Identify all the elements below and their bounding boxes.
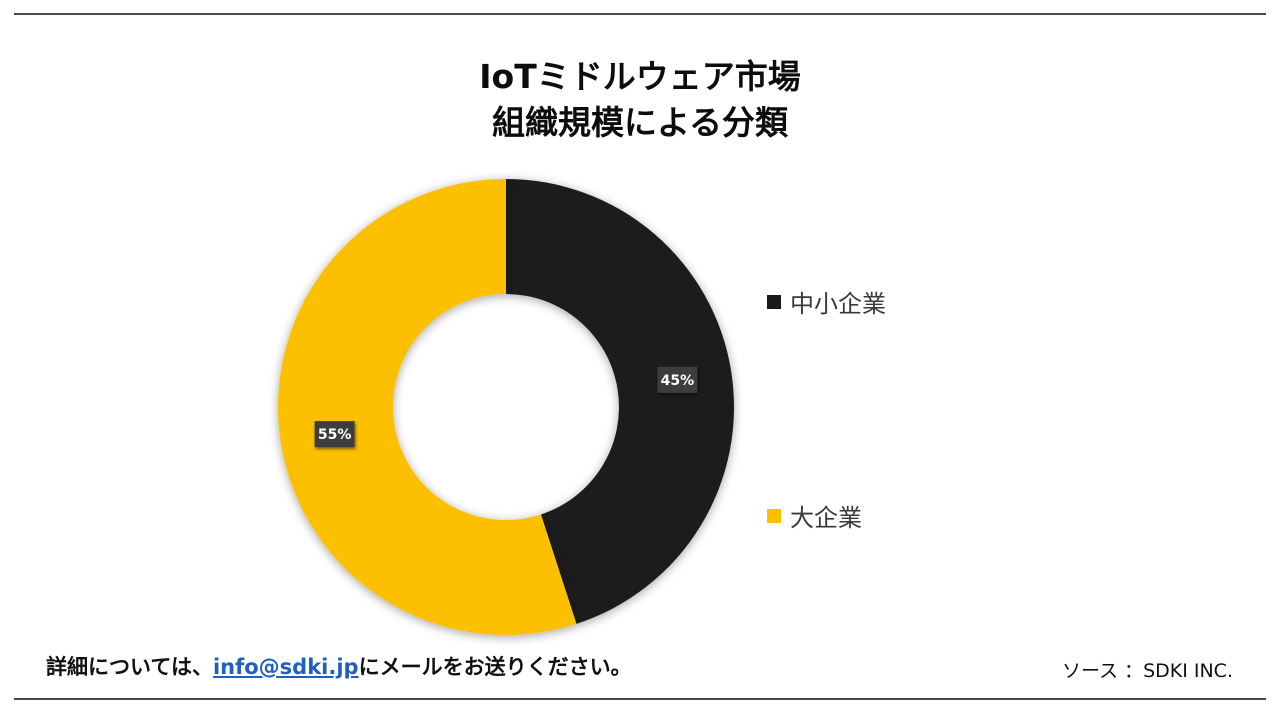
data-label-sme: 45% [657,366,698,393]
bottom-divider [14,698,1266,700]
source-credit: ソース ：SDKI INC. [1061,660,1233,682]
donut-slice-large [278,179,577,635]
legend-label-large: 大企業 [790,504,862,532]
donut-slice-sme [506,179,735,624]
contact-prefix: 詳細については、 [46,655,213,679]
data-label-text: 55% [318,427,352,443]
chart-title-line2: 組織規模による分類 [491,103,788,142]
contact-suffix: にメールをお送りください。 [358,655,632,679]
chart-title-line1: IoTミドルウェア市場 [479,57,801,96]
legend-label-sme: 中小企業 [790,290,886,318]
legend-swatch-sme [767,294,781,309]
chart-title: IoTミドルウェア市場 組織規模による分類 [0,54,1280,146]
legend-item-sme: 中小企業 [767,284,886,319]
contact-note: 詳細については、info@sdki.jpにメールをお送りください。 [46,651,632,681]
contact-email-link[interactable]: info@sdki.jp [212,655,359,679]
legend-swatch-large [767,508,781,523]
data-label-box [657,366,698,393]
data-label-text: 45% [661,373,695,389]
top-divider [14,13,1266,15]
data-label-large: 55% [314,421,355,448]
data-label-box [314,421,355,448]
legend-item-large: 大企業 [767,498,862,533]
